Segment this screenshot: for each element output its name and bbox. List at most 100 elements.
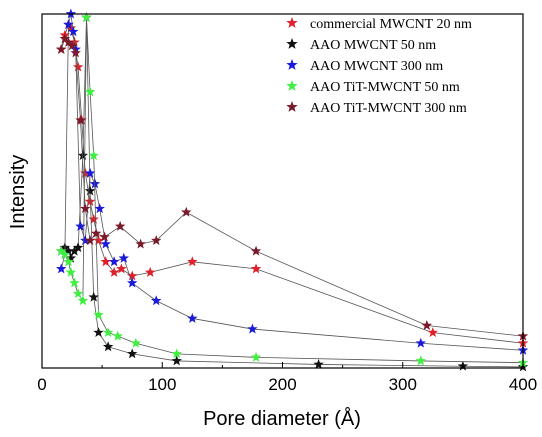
- data-point-star: [88, 291, 99, 302]
- data-point-star: [88, 150, 99, 161]
- data-point-star: [151, 235, 162, 246]
- plot-frame: [41, 13, 524, 369]
- data-point-star: [88, 213, 99, 224]
- data-point-star: [81, 12, 92, 22]
- data-point-star: [126, 277, 138, 288]
- data-point-star: [100, 256, 111, 267]
- series-line: [60, 23, 524, 344]
- series-line: [60, 13, 524, 351]
- legend-label: AAO MWCNT 300 nm: [310, 59, 443, 74]
- data-point-star: [68, 26, 79, 37]
- legend-star-icon: [286, 80, 298, 91]
- legend-item: AAO MWCNT 300 nm: [286, 59, 443, 74]
- data-point-star: [59, 249, 71, 260]
- data-point-star: [187, 312, 198, 323]
- data-point-star: [72, 61, 84, 72]
- data-point-star: [63, 256, 74, 267]
- legend: commercial MWCNT 20 nm AAO MWCNT 50 nm AAO…: [286, 17, 472, 116]
- legend-star-icon: [286, 59, 298, 70]
- data-point-star: [126, 348, 138, 359]
- data-point-star: [250, 351, 262, 362]
- data-point-star: [94, 203, 105, 214]
- data-point-star: [63, 19, 74, 30]
- data-point-star: [126, 270, 138, 281]
- data-point-star: [75, 114, 86, 125]
- data-point-star: [65, 252, 77, 263]
- data-point-star: [99, 231, 110, 242]
- data-point-star: [77, 150, 89, 161]
- legend-item: commercial MWCNT 20 nm: [286, 17, 472, 32]
- data-point-star: [84, 167, 96, 178]
- data-point-star: [108, 266, 120, 277]
- series-1: [56, 19, 529, 348]
- data-point-star: [114, 220, 126, 231]
- data-point-star: [313, 358, 324, 369]
- x-tick-label: 400: [509, 375, 537, 394]
- legend-item: AAO TiT-MWCNT 50 nm: [286, 80, 460, 95]
- data-point-star: [427, 327, 439, 338]
- data-point-star: [250, 263, 262, 274]
- legend-star-icon: [286, 38, 298, 49]
- data-point-star: [66, 40, 78, 51]
- data-point-star: [112, 330, 123, 341]
- data-point-star: [181, 206, 192, 217]
- data-point-star: [77, 295, 89, 306]
- data-point-star: [171, 348, 182, 359]
- x-tick-label: 300: [389, 375, 417, 394]
- legend-star-icon: [286, 17, 298, 28]
- legend-item: AAO TiT-MWCNT 300 nm: [286, 101, 467, 116]
- series-5: [56, 33, 529, 341]
- legend-item: AAO MWCNT 50 nm: [286, 38, 436, 53]
- data-point-star: [72, 288, 84, 299]
- data-point-star: [415, 355, 427, 366]
- series-line: [60, 17, 524, 368]
- x-tick-label: 200: [268, 375, 296, 394]
- legend-label: AAO MWCNT 50 nm: [310, 38, 436, 53]
- data-point-star: [69, 245, 80, 256]
- data-point-star: [84, 86, 96, 97]
- data-point-star: [63, 245, 74, 256]
- data-point-star: [56, 43, 67, 54]
- data-point-star: [187, 256, 198, 267]
- data-point-star: [415, 337, 427, 348]
- data-point-star: [151, 295, 162, 306]
- data-point-star: [421, 320, 433, 330]
- data-point-star: [80, 167, 91, 178]
- data-point-star: [118, 252, 129, 263]
- data-point-star: [93, 235, 104, 246]
- legend-label: AAO TiT-MWCNT 300 nm: [310, 101, 467, 116]
- data-point-star: [250, 245, 262, 256]
- data-point-star: [80, 203, 91, 214]
- data-point-star: [93, 309, 104, 320]
- data-point-star: [63, 36, 74, 47]
- data-point-star: [108, 256, 120, 267]
- data-point-star: [56, 263, 67, 274]
- data-point-star: [69, 277, 80, 288]
- legend-label: commercial MWCNT 20 nm: [310, 17, 472, 32]
- data-point-star: [93, 327, 104, 338]
- x-tick-label: 100: [148, 375, 176, 394]
- data-point-star: [135, 238, 146, 249]
- data-point-star: [171, 355, 182, 366]
- series-line: [60, 17, 524, 364]
- legend-label: AAO TiT-MWCNT 50 nm: [310, 80, 460, 95]
- data-point-star: [116, 263, 127, 274]
- data-point-star: [65, 266, 77, 277]
- legend-star-icon: [286, 101, 298, 112]
- data-point-star: [70, 47, 81, 58]
- data-point-star: [247, 323, 258, 334]
- axis-layer: 0 100 200 300 400: [37, 362, 537, 394]
- data-point-star: [56, 245, 67, 256]
- x-axis-title: Pore diameter (Å): [203, 407, 361, 430]
- data-point-star: [100, 238, 111, 249]
- data-point-star: [84, 185, 96, 196]
- data-point-star: [84, 235, 96, 246]
- data-point-star: [80, 235, 91, 246]
- data-point-star: [75, 220, 86, 231]
- data-point-star: [102, 341, 114, 352]
- data-point-star: [130, 337, 142, 348]
- data-point-star: [72, 242, 84, 253]
- x-tick-label: 0: [37, 375, 46, 394]
